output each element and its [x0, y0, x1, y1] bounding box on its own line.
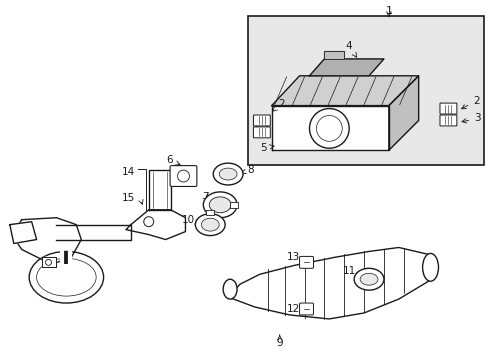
- Text: 6: 6: [165, 155, 180, 165]
- Text: 9: 9: [276, 335, 283, 348]
- FancyBboxPatch shape: [253, 115, 270, 126]
- Text: 3: 3: [461, 113, 480, 123]
- Polygon shape: [271, 105, 388, 150]
- Ellipse shape: [209, 197, 231, 213]
- Ellipse shape: [213, 163, 243, 185]
- Polygon shape: [126, 210, 185, 239]
- Ellipse shape: [195, 214, 224, 235]
- Text: 13: 13: [286, 252, 305, 263]
- Text: 8: 8: [241, 165, 253, 175]
- Text: 3: 3: [254, 121, 267, 130]
- Ellipse shape: [201, 218, 219, 231]
- Polygon shape: [228, 247, 433, 319]
- Circle shape: [309, 109, 348, 148]
- Text: 2: 2: [272, 99, 285, 111]
- FancyBboxPatch shape: [170, 166, 197, 186]
- Ellipse shape: [219, 168, 237, 180]
- Bar: [230, 202, 238, 208]
- Text: 1: 1: [385, 6, 391, 16]
- FancyBboxPatch shape: [439, 115, 456, 126]
- Text: 5: 5: [260, 143, 274, 153]
- Ellipse shape: [29, 251, 103, 303]
- Bar: [206, 210, 214, 215]
- Text: 2: 2: [461, 96, 479, 109]
- Ellipse shape: [422, 253, 438, 281]
- Ellipse shape: [353, 268, 383, 290]
- Text: 15: 15: [122, 193, 135, 203]
- FancyBboxPatch shape: [299, 303, 313, 315]
- FancyBboxPatch shape: [253, 127, 270, 138]
- Polygon shape: [388, 76, 418, 150]
- Ellipse shape: [359, 273, 377, 285]
- Polygon shape: [271, 76, 418, 105]
- Ellipse shape: [203, 192, 237, 218]
- Circle shape: [143, 217, 153, 227]
- Ellipse shape: [223, 279, 237, 299]
- Text: 12: 12: [286, 304, 305, 315]
- FancyBboxPatch shape: [299, 256, 313, 268]
- Text: 10: 10: [182, 215, 199, 225]
- FancyBboxPatch shape: [439, 103, 456, 114]
- Polygon shape: [10, 222, 37, 243]
- Polygon shape: [12, 218, 81, 264]
- Text: 4: 4: [345, 41, 356, 57]
- Polygon shape: [56, 225, 131, 239]
- Polygon shape: [148, 170, 170, 210]
- Text: 11: 11: [342, 266, 359, 277]
- Polygon shape: [309, 59, 383, 76]
- Text: 7: 7: [201, 192, 208, 202]
- Polygon shape: [324, 51, 344, 59]
- Polygon shape: [41, 257, 56, 267]
- Bar: [247, 16, 483, 165]
- Text: 14: 14: [122, 167, 135, 177]
